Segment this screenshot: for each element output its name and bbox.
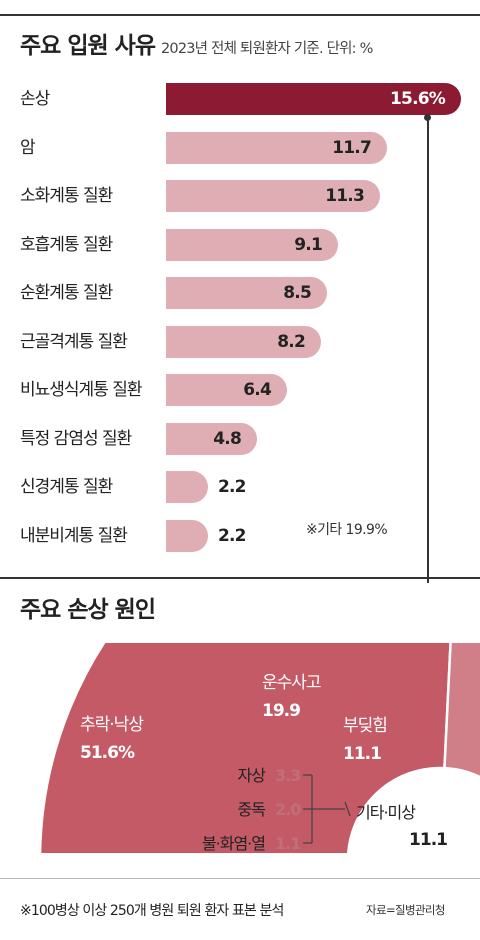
bar-label: 내분비계통 질환 bbox=[20, 525, 128, 546]
bar-chart-title: 주요 입원 사유 2023년 전체 퇴원환자 기준. 단위: % bbox=[20, 33, 373, 59]
section-divider bbox=[0, 577, 480, 579]
bar-value-label: 11.7 bbox=[332, 137, 372, 158]
donut-slice bbox=[38, 643, 452, 853]
slice-label: 불·화염·열 bbox=[202, 834, 265, 853]
slice-label: 부딪힘 bbox=[343, 716, 387, 736]
bar-value-label: 11.3 bbox=[325, 186, 365, 206]
slice-value-label: 2.0 bbox=[275, 800, 301, 819]
footnote: ※100병상 이상 250개 병원 퇴원 환자 표본 분석 bbox=[20, 903, 284, 919]
bar bbox=[166, 519, 208, 552]
slice-label: 자상 bbox=[238, 766, 267, 785]
bar-label: 암 bbox=[20, 137, 36, 158]
bar bbox=[166, 131, 387, 164]
donut-chart-title: 주요 손상 원인 bbox=[20, 597, 156, 623]
bar bbox=[166, 325, 321, 358]
connector-dot bbox=[424, 114, 431, 121]
source: 자료=질병관리청 bbox=[366, 903, 446, 917]
slice-value-label: 1.1 bbox=[275, 834, 301, 853]
bar bbox=[166, 422, 257, 455]
bar-label: 손상 bbox=[20, 89, 50, 109]
bar-value-label: 15.6% bbox=[390, 89, 446, 109]
bar bbox=[166, 374, 287, 406]
bar-value-label: 4.8 bbox=[213, 428, 242, 449]
slice-label: 추락·낙상 bbox=[80, 715, 144, 735]
slice-value-label: 11.1 bbox=[343, 744, 381, 764]
other-note: ※기타 19.9% bbox=[306, 522, 388, 538]
bar-value-label: 6.4 bbox=[243, 380, 272, 400]
donut-slice bbox=[443, 643, 480, 779]
bar bbox=[166, 277, 327, 309]
top-rule bbox=[0, 14, 480, 16]
bar-label: 신경계통 질환 bbox=[20, 477, 113, 497]
slice-value-label: 3.3 bbox=[275, 766, 300, 785]
slice-label: 운수사고 bbox=[262, 673, 321, 693]
bar bbox=[166, 180, 380, 212]
bar-label: 특정 감염성 질환 bbox=[20, 428, 132, 449]
bar-value-label: 2.2 bbox=[218, 477, 247, 497]
bottom-rule bbox=[0, 878, 480, 879]
bar-value-label: 9.1 bbox=[294, 234, 323, 255]
bar-value-label: 2.2 bbox=[218, 525, 247, 546]
slice-value-label: 51.6% bbox=[80, 743, 135, 763]
slice-label: 기타·미상 bbox=[356, 803, 416, 822]
bar-value-label: 8.5 bbox=[283, 283, 312, 303]
connector-line bbox=[427, 116, 429, 583]
bar-value-label: 8.2 bbox=[277, 331, 306, 352]
bracket-line bbox=[303, 774, 345, 844]
bar-label: 소화계통 질환 bbox=[20, 186, 113, 206]
slice-value-label: 19.9 bbox=[262, 701, 300, 721]
slice-value-label: 11.1 bbox=[409, 830, 447, 850]
slice-label: 중독 bbox=[238, 800, 266, 819]
bar-label: 근골격계통 질환 bbox=[20, 331, 128, 352]
bracket-tick bbox=[344, 801, 351, 817]
bar bbox=[166, 228, 338, 261]
bar-label: 비뇨생식계통 질환 bbox=[20, 380, 143, 400]
bar-label: 호흡계통 질환 bbox=[20, 234, 113, 255]
bar bbox=[166, 83, 461, 115]
bar-label: 순환계통 질환 bbox=[20, 283, 113, 303]
bar-chart-subtitle: 2023년 전체 퇴원환자 기준. 단위: % bbox=[160, 41, 373, 57]
bar bbox=[166, 471, 208, 503]
